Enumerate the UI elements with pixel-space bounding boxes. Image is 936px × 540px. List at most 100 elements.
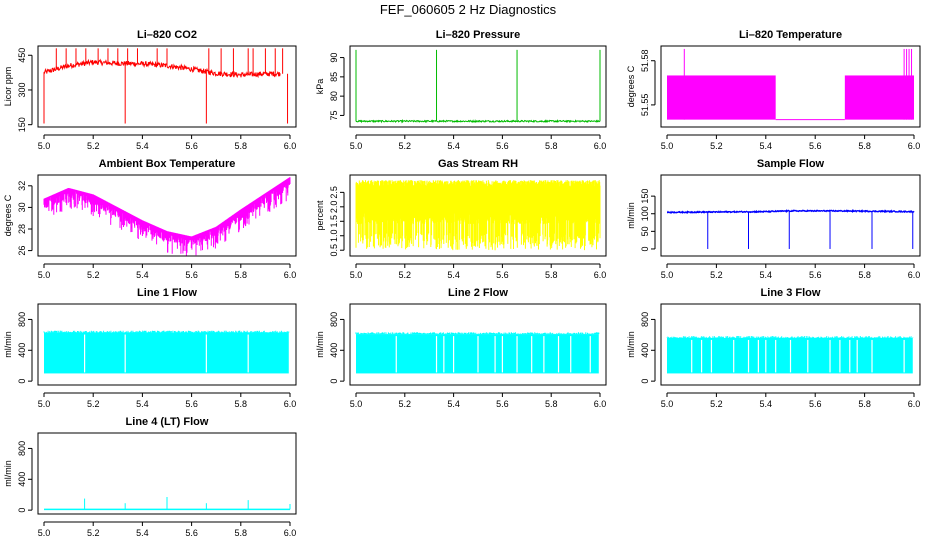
x-tick-label: 6.0 — [908, 399, 921, 409]
x-tick-label: 5.0 — [38, 399, 51, 409]
y-axis: 0 400 800 — [640, 312, 656, 384]
x-tick-label: 5.6 — [185, 141, 198, 151]
panel-co2: Li–820 CO2 Licor ppm 5.0 5.2 5.4 5.6 5.8 6.0 150… — [3, 29, 297, 151]
x-tick-label: 5.6 — [809, 141, 822, 151]
x-axis: 5.0 5.2 5.4 5.6 5.8 6.0 — [38, 392, 296, 409]
x-tick-label: 6.0 — [284, 141, 297, 151]
y-axis-label: ml/min — [3, 460, 13, 487]
y-tick-label: 0 — [17, 379, 27, 384]
y-axis: 26 28 30 32 — [17, 181, 33, 256]
y-tick-label: 100 — [640, 206, 650, 221]
x-tick-label: 5.8 — [545, 141, 558, 151]
x-tick-label: 5.2 — [87, 399, 100, 409]
series-line3 — [666, 336, 914, 374]
x-tick-label: 5.8 — [545, 399, 558, 409]
y-tick-label: 80 — [329, 91, 339, 101]
y-axis: 0.5 1.01.52.0 2.5 — [329, 186, 345, 257]
y-tick-label: 28 — [17, 224, 27, 234]
y-tick-label: 26 — [17, 246, 27, 256]
y-axis-label: percent — [315, 200, 325, 231]
x-tick-label: 5.8 — [235, 141, 248, 151]
panel-pressure: Li–820 Pressure kPa 5.0 5.2 5.4 5.6 5.8 6.0 75 80… — [315, 29, 607, 151]
panel-line2: Line 2 Flow ml/min 5.0 5.2 5.4 5.6 5.8 6.0 0 400 8… — [315, 287, 607, 409]
x-tick-label: 5.8 — [235, 399, 248, 409]
plot-frame — [660, 303, 921, 386]
x-axis: 5.0 5.2 5.4 5.6 5.8 6.0 — [38, 134, 297, 151]
y-tick-label: 400 — [640, 343, 650, 358]
x-tick-label: 6.0 — [594, 141, 607, 151]
y-tick-label: 75 — [329, 110, 339, 120]
panel-title: Li–820 CO2 — [137, 29, 197, 41]
x-tick-label: 5.2 — [399, 270, 412, 280]
x-tick-label: 5.0 — [38, 141, 51, 151]
panel-title: Li–820 Pressure — [436, 29, 520, 41]
series-line — [666, 209, 915, 215]
x-tick-label: 5.4 — [760, 270, 773, 280]
figure-title: FEF_060605 2 Hz Diagnostics — [380, 2, 557, 17]
series-line — [43, 177, 291, 257]
x-tick-label: 5.8 — [858, 141, 871, 151]
x-tick-label: 6.0 — [284, 528, 297, 538]
y-tick-label: 50 — [640, 226, 650, 236]
series-band — [844, 75, 914, 120]
x-axis: 5.0 5.2 5.4 5.6 5.8 6.0 — [38, 521, 297, 538]
series-pressure — [355, 49, 601, 124]
x-tick-label: 5.2 — [399, 141, 412, 151]
series-band — [356, 334, 599, 374]
x-tick-label: 5.8 — [858, 270, 871, 280]
y-tick-label: 150 — [17, 117, 27, 132]
y-axis: 0 400 800 — [17, 441, 33, 513]
x-tick-label: 5.6 — [496, 399, 509, 409]
x-tick-label: 5.6 — [185, 528, 198, 538]
x-tick-label: 5.0 — [661, 399, 674, 409]
y-axis-label: ml/min — [626, 331, 636, 358]
x-tick-label: 6.0 — [908, 270, 921, 280]
series-band — [667, 75, 776, 120]
x-tick-label: 5.4 — [760, 399, 773, 409]
x-tick-label: 5.0 — [38, 528, 51, 538]
plot-frame — [349, 45, 607, 128]
y-tick-label: 150 — [640, 189, 650, 204]
y-tick-label: 800 — [17, 441, 27, 456]
x-tick-label: 6.0 — [594, 399, 607, 409]
panel-rh: Gas Stream RH percent 5.0 5.2 5.4 5.6 5.8 6.0 0.… — [315, 158, 607, 280]
plot-frame — [37, 45, 297, 128]
x-tick-label: 5.8 — [235, 528, 248, 538]
x-tick-label: 6.0 — [908, 141, 921, 151]
y-tick-label: 0 — [640, 246, 650, 251]
y-tick-label: 1.5 — [329, 215, 339, 228]
x-tick-label: 5.6 — [496, 141, 509, 151]
x-tick-label: 6.0 — [594, 270, 607, 280]
y-axis-label: ml/min — [315, 331, 325, 358]
y-tick-label: 400 — [17, 343, 27, 358]
panel-title: Line 1 Flow — [137, 287, 197, 299]
series-sample_flow — [666, 209, 915, 249]
y-tick-label: 2.5 — [329, 186, 339, 199]
x-tick-label: 5.4 — [136, 270, 149, 280]
y-tick-label: 400 — [329, 343, 339, 358]
series-temperature — [667, 48, 914, 121]
y-axis: 51.55 51.58 — [640, 49, 656, 116]
plot-frame — [660, 174, 921, 257]
x-axis: 5.0 5.2 5.4 5.6 5.8 6.0 — [661, 263, 921, 280]
panel-title: Sample Flow — [757, 158, 825, 170]
x-tick-label: 5.4 — [447, 141, 460, 151]
y-tick-label: 0.5 — [329, 244, 339, 257]
y-tick-label: 0 — [329, 379, 339, 384]
series-band — [44, 332, 289, 374]
series-line — [355, 118, 601, 124]
plot-frame — [37, 303, 297, 386]
x-tick-label: 5.0 — [350, 399, 363, 409]
y-axis: 0 50 100 150 — [640, 189, 656, 251]
panel-title: Line 4 (LT) Flow — [126, 416, 209, 428]
y-tick-label: 85 — [329, 72, 339, 82]
x-tick-label: 5.0 — [661, 270, 674, 280]
series-band — [667, 337, 913, 374]
y-tick-label: 1.0 — [329, 229, 339, 242]
y-axis-label: ml/min — [626, 202, 636, 229]
x-tick-label: 5.6 — [185, 399, 198, 409]
x-tick-label: 5.2 — [87, 270, 100, 280]
x-axis: 5.0 5.2 5.4 5.6 5.8 6.0 — [661, 392, 921, 409]
x-tick-label: 5.4 — [136, 528, 149, 538]
